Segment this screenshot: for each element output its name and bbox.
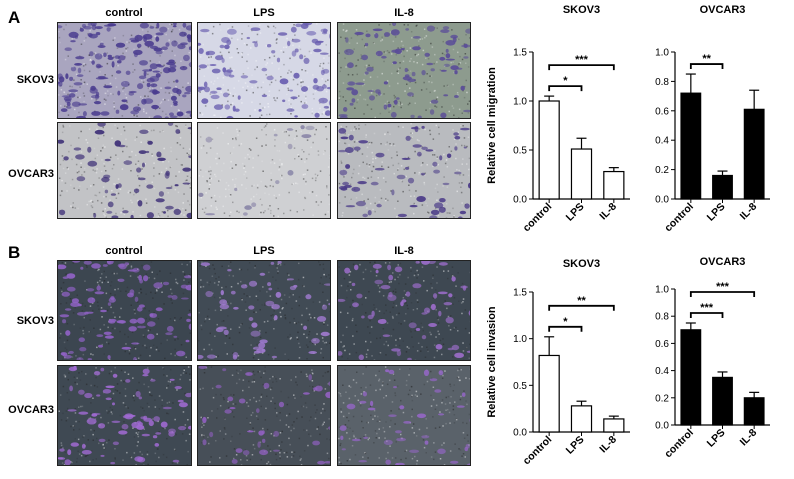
col-label-control-b: control (105, 245, 143, 257)
micro-a-ovcar3-lps (197, 122, 331, 219)
y-axis-label: Relative cell invasion (486, 306, 498, 418)
y-tick-label: 0.6 (655, 106, 669, 117)
micro-a-ovcar3-il8 (337, 122, 471, 219)
chart-title: OVCAR3 (700, 256, 746, 268)
y-tick-label: 0.8 (655, 312, 669, 323)
row-label-ovcar3-a: OVCAR3 (8, 168, 54, 180)
col-label-lps-a: LPS (253, 7, 275, 19)
x-tick-label: LPS (564, 201, 587, 224)
significance-label: * (563, 75, 568, 87)
micro-b-ovcar3-lps (197, 365, 331, 466)
significance-label: ** (577, 295, 586, 307)
bar-il-8 (603, 170, 625, 200)
x-tick-label: LPS (705, 201, 728, 224)
bar-chart-2: OVCAR3Relative cell migration0.00.20.40.… (655, 4, 770, 235)
x-tick-label: LPS (705, 427, 728, 450)
y-tick-label: 0.2 (655, 165, 669, 176)
y-tick-label: 0.4 (655, 366, 669, 377)
significance-bracket (689, 312, 724, 318)
panel-letter-a: A (8, 8, 21, 27)
micro-a-skov3-lps (197, 22, 331, 119)
bar-control (538, 100, 560, 200)
row-label-ovcar3-b: OVCAR3 (8, 404, 54, 416)
x-tick-label: control (521, 201, 555, 235)
row-label-skov3-b: SKOV3 (16, 315, 54, 327)
significance-label: *** (700, 302, 714, 314)
x-tick-label: IL-8 (738, 427, 760, 449)
x-tick-label: control (521, 434, 555, 468)
micro-b-skov3-control (57, 260, 192, 361)
y-tick-label: 0.0 (513, 428, 527, 439)
micro-b-ovcar3-control (57, 365, 192, 466)
col-label-control-a: control (105, 7, 143, 19)
y-tick-label: 0.2 (655, 393, 669, 404)
bar-il-8 (603, 418, 625, 433)
x-tick-label: IL-8 (738, 201, 760, 223)
bar-chart-3: SKOV3 Relative cell invasion 0.0 0.5 1.0 1.5 c… (486, 258, 630, 468)
y-tick-label: 0.5 (513, 381, 527, 392)
micro-b-ovcar3-il8 (337, 365, 471, 466)
bar-lps (712, 174, 733, 200)
significance-label: *** (716, 281, 730, 293)
y-tick-label: 0.0 (655, 421, 669, 432)
chart-title: SKOV3 (563, 258, 600, 270)
bar-control (680, 92, 702, 200)
significance-bracket (548, 64, 615, 71)
y-tick-label: 1.0 (513, 97, 527, 108)
y-tick-label: 0.4 (655, 136, 669, 147)
chart-title: SKOV3 (563, 4, 600, 16)
micro-b-skov3-il8 (337, 260, 471, 361)
y-tick-label: 1.0 (513, 334, 527, 345)
bar-lps (570, 148, 593, 200)
significance-label: *** (575, 54, 589, 66)
y-tick-label: 0.0 (513, 195, 527, 206)
y-tick-label: 0.0 (655, 195, 669, 206)
micro-a-skov3-control (57, 22, 192, 119)
x-tick-label: IL-8 (597, 434, 619, 456)
bar-il-8 (743, 397, 765, 426)
micro-a-ovcar3-control (57, 122, 192, 219)
bar-lps (712, 376, 733, 426)
significance-label: * (563, 316, 568, 328)
chart-title: OVCAR3 (700, 4, 746, 16)
col-label-lps-b: LPS (253, 245, 275, 257)
bar-chart-4: OVCAR3Relagive cell invasion0.00.20.40.6… (655, 256, 770, 461)
y-tick-label: 1.5 (513, 288, 527, 299)
y-tick-label: 1.5 (513, 48, 527, 59)
micro-b-skov3-lps (197, 260, 331, 361)
y-tick-label: 1.0 (655, 48, 669, 59)
bar-control (538, 354, 560, 433)
bar-il-8 (743, 108, 765, 200)
significance-label: ** (702, 53, 711, 65)
significance-bracket (689, 291, 756, 297)
y-tick-label: 0.8 (655, 77, 669, 88)
y-tick-label: 0.6 (655, 339, 669, 350)
panel-letter-b: B (8, 243, 21, 262)
x-tick-label: LPS (564, 434, 587, 457)
y-tick-label: 1.0 (655, 285, 669, 296)
bar-control (680, 329, 702, 426)
row-label-skov3-a: SKOV3 (16, 74, 54, 86)
significance-bracket (548, 325, 583, 332)
significance-bracket (548, 85, 583, 92)
x-tick-label: control (662, 427, 696, 461)
x-tick-label: control (662, 201, 696, 235)
y-tick-label: 0.5 (513, 146, 527, 157)
col-label-il8-a: IL-8 (394, 7, 414, 19)
significance-bracket (689, 63, 724, 70)
micro-a-skov3-il8 (337, 22, 471, 119)
y-axis-label: Relative cell migration (486, 67, 498, 184)
bar-chart-1: SKOV3 Relative cell migration 0.0 0.5 1.0 1.5… (486, 4, 630, 235)
bar-lps (570, 405, 593, 433)
col-label-il8-b: IL-8 (394, 245, 414, 257)
significance-bracket (548, 304, 615, 311)
x-tick-label: IL-8 (597, 201, 619, 223)
